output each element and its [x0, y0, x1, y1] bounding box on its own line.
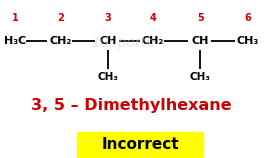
Text: CH₃: CH₃: [237, 36, 259, 46]
Text: CH₃: CH₃: [97, 72, 118, 82]
Text: CH₂: CH₂: [49, 36, 71, 46]
Text: 10uporto: 10uporto: [92, 36, 155, 50]
Text: 5: 5: [197, 13, 204, 23]
Text: CH: CH: [192, 36, 209, 46]
Text: 1: 1: [12, 13, 19, 23]
Text: 3: 3: [104, 13, 111, 23]
FancyBboxPatch shape: [77, 132, 203, 157]
Text: 6: 6: [244, 13, 251, 23]
Text: Incorrect: Incorrect: [101, 137, 179, 152]
Text: CH: CH: [99, 36, 116, 46]
Text: 4: 4: [149, 13, 156, 23]
Text: 3, 5 – Dimethylhexane: 3, 5 – Dimethylhexane: [31, 98, 232, 112]
Text: CH₂: CH₂: [141, 36, 164, 46]
Text: 2: 2: [57, 13, 64, 23]
Text: H₃C: H₃C: [4, 36, 27, 46]
Text: CH₃: CH₃: [190, 72, 211, 82]
